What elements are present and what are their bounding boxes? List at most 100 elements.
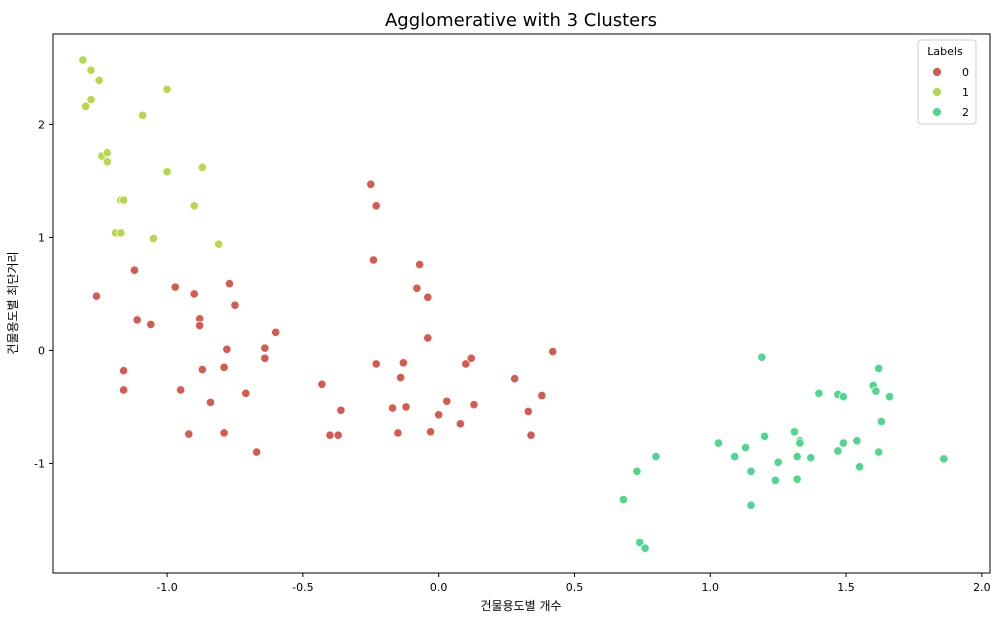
plot-area-frame bbox=[52, 33, 991, 574]
data-point-label-0 bbox=[393, 428, 403, 438]
data-point-label-2 bbox=[640, 543, 650, 553]
data-point-label-0 bbox=[260, 343, 270, 353]
data-point-label-0 bbox=[271, 327, 281, 337]
x-tick-label: -0.5 bbox=[292, 581, 313, 594]
data-point-label-0 bbox=[526, 430, 536, 440]
data-point-label-1 bbox=[86, 94, 96, 105]
x-tick-label: -1.0 bbox=[156, 581, 177, 594]
data-point-label-2 bbox=[740, 442, 751, 453]
data-point-label-1 bbox=[116, 228, 126, 238]
data-point-label-0 bbox=[219, 428, 229, 438]
scatter-points bbox=[78, 55, 949, 553]
data-point-label-0 bbox=[91, 291, 102, 301]
data-point-label-0 bbox=[230, 300, 240, 310]
x-tick-label: 0.0 bbox=[430, 581, 448, 594]
data-point-label-0 bbox=[469, 400, 479, 410]
data-point-label-0 bbox=[222, 344, 232, 354]
y-tick-label: 1 bbox=[38, 231, 45, 244]
data-point-label-0 bbox=[442, 396, 452, 406]
legend-box bbox=[917, 39, 977, 125]
data-point-label-2 bbox=[713, 438, 724, 448]
legend-label-1: 1 bbox=[962, 86, 969, 99]
data-point-label-2 bbox=[855, 462, 865, 472]
data-point-label-0 bbox=[176, 385, 186, 395]
data-point-label-2 bbox=[838, 438, 848, 448]
data-point-label-0 bbox=[260, 353, 270, 363]
data-point-label-0 bbox=[415, 259, 425, 270]
y-axis-label: 건물용도별 최단거리 bbox=[6, 251, 20, 354]
data-point-label-2 bbox=[876, 416, 886, 427]
data-point-label-0 bbox=[252, 447, 262, 457]
data-point-label-2 bbox=[770, 475, 781, 485]
data-point-label-0 bbox=[366, 179, 376, 189]
data-point-label-0 bbox=[412, 283, 422, 293]
data-point-label-0 bbox=[548, 346, 558, 357]
y-tick-label: 0 bbox=[38, 344, 45, 357]
data-point-label-1 bbox=[148, 233, 159, 244]
data-point-label-2 bbox=[838, 392, 848, 402]
data-point-label-2 bbox=[814, 388, 824, 398]
data-point-label-0 bbox=[146, 319, 156, 330]
y-tick-label: 2 bbox=[38, 118, 45, 131]
legend-marker-1 bbox=[932, 87, 942, 97]
data-point-label-0 bbox=[398, 358, 408, 368]
data-point-label-0 bbox=[371, 359, 381, 369]
data-point-label-0 bbox=[455, 419, 465, 429]
data-point-label-0 bbox=[434, 410, 444, 420]
data-point-label-2 bbox=[939, 454, 949, 464]
x-tick-label: 0.5 bbox=[566, 581, 584, 594]
data-point-label-0 bbox=[523, 406, 533, 417]
data-point-label-2 bbox=[773, 457, 783, 467]
data-point-label-0 bbox=[317, 379, 327, 389]
legend-label-0: 0 bbox=[962, 66, 969, 79]
legend: Labels 0 1 2 bbox=[917, 39, 977, 125]
data-point-label-2 bbox=[833, 446, 843, 456]
data-point-label-0 bbox=[466, 353, 476, 363]
data-point-label-1 bbox=[189, 201, 199, 211]
data-point-label-0 bbox=[189, 289, 199, 299]
data-point-label-0 bbox=[537, 390, 547, 401]
data-point-label-0 bbox=[119, 385, 129, 395]
data-point-label-2 bbox=[746, 466, 756, 476]
legend-title: Labels bbox=[927, 45, 963, 58]
data-point-label-0 bbox=[425, 427, 436, 437]
data-point-label-2 bbox=[852, 436, 862, 446]
y-tick-label: -1 bbox=[34, 457, 45, 470]
data-point-label-0 bbox=[368, 255, 379, 265]
x-tick-label: 2.0 bbox=[973, 581, 991, 594]
data-point-label-1 bbox=[102, 157, 112, 167]
legend-label-2: 2 bbox=[962, 106, 969, 119]
data-point-label-0 bbox=[387, 403, 398, 413]
data-point-label-1 bbox=[162, 167, 172, 177]
x-tick-label: 1.0 bbox=[702, 581, 720, 594]
data-point-label-0 bbox=[219, 362, 229, 372]
data-point-label-0 bbox=[401, 402, 411, 412]
data-point-label-0 bbox=[423, 333, 433, 343]
data-point-label-1 bbox=[162, 84, 172, 94]
data-point-label-0 bbox=[396, 372, 406, 383]
data-point-label-1 bbox=[214, 239, 224, 249]
data-point-label-2 bbox=[795, 438, 805, 448]
data-point-label-2 bbox=[635, 537, 645, 548]
data-point-label-0 bbox=[184, 429, 194, 439]
data-point-label-0 bbox=[333, 430, 343, 440]
data-point-label-1 bbox=[80, 101, 91, 111]
data-point-label-2 bbox=[757, 352, 767, 362]
data-point-label-0 bbox=[119, 366, 129, 376]
data-point-label-2 bbox=[730, 452, 740, 462]
legend-marker-0 bbox=[932, 67, 942, 77]
data-point-label-0 bbox=[205, 397, 216, 407]
data-point-label-0 bbox=[170, 282, 180, 292]
data-point-label-0 bbox=[336, 405, 346, 415]
data-point-label-0 bbox=[423, 292, 433, 302]
data-point-label-2 bbox=[871, 386, 881, 396]
data-point-label-0 bbox=[325, 430, 335, 440]
data-point-label-2 bbox=[651, 452, 661, 462]
data-point-label-2 bbox=[792, 474, 802, 484]
data-point-label-0 bbox=[129, 265, 140, 275]
legend-marker-2 bbox=[932, 107, 942, 117]
data-point-label-1 bbox=[94, 75, 104, 85]
data-point-label-2 bbox=[789, 427, 800, 437]
